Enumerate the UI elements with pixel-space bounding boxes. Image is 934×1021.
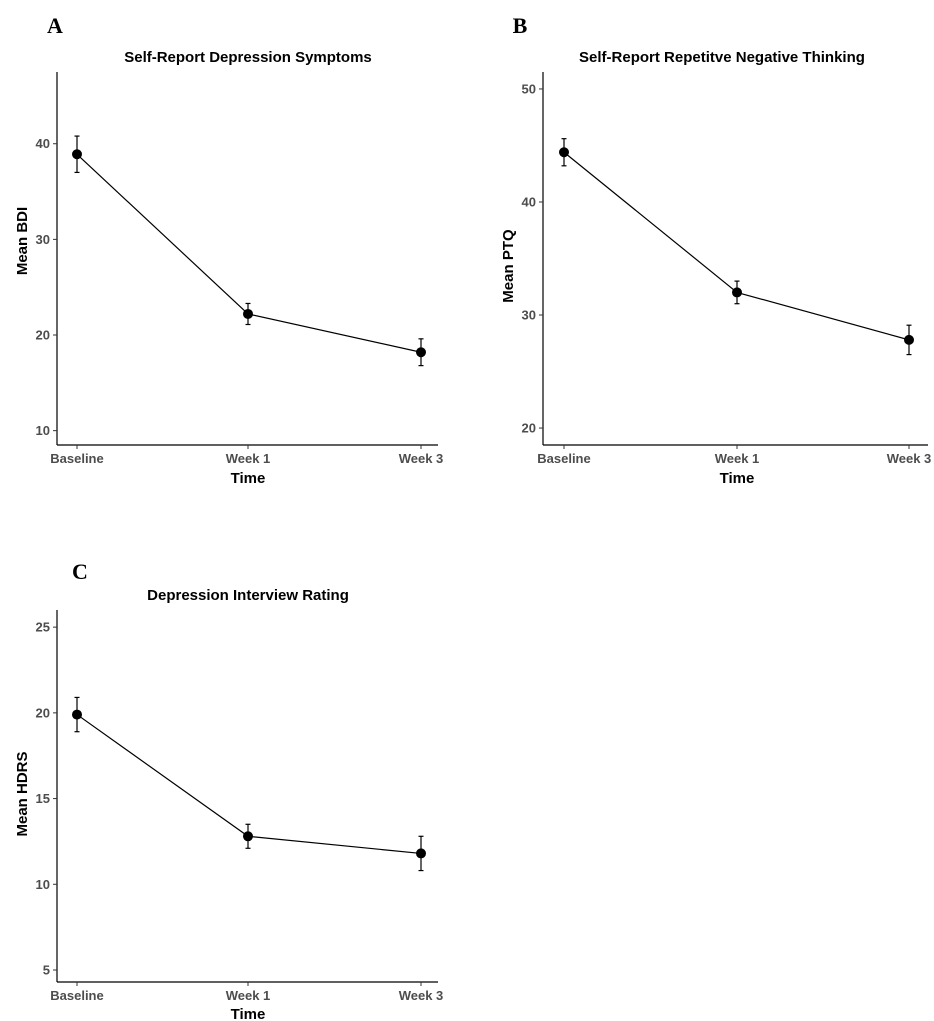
- data-point: [72, 149, 82, 160]
- y-axis-title: Mean BDI: [14, 207, 31, 275]
- data-point: [732, 287, 742, 298]
- x-tick-label: Week 1: [226, 988, 271, 1003]
- chart-title: Self-Report Repetitve Negative Thinking: [579, 49, 865, 66]
- chart-panel-b: B Self-Report Repetitve Negative Thinking…: [500, 13, 931, 487]
- chart-title: Self-Report Depression Symptoms: [124, 49, 372, 66]
- y-tick-label: 25: [36, 620, 50, 635]
- y-tick-label: 40: [36, 136, 50, 151]
- y-tick-label: 40: [522, 194, 536, 209]
- data-point: [904, 334, 914, 345]
- x-tick-label: Week 3: [887, 451, 932, 466]
- x-tick-label: Week 1: [226, 451, 271, 466]
- x-tick-label: Week 1: [715, 451, 760, 466]
- data-point: [243, 831, 253, 842]
- y-tick-label: 5: [43, 963, 50, 978]
- x-tick-label: Week 3: [399, 988, 444, 1003]
- y-tick-label: 20: [36, 328, 50, 343]
- x-tick-label: Baseline: [50, 451, 103, 466]
- y-tick-label: 20: [36, 705, 50, 720]
- panel-letter: B: [513, 13, 528, 38]
- data-point: [416, 347, 426, 358]
- x-tick-label: Baseline: [537, 451, 590, 466]
- panel-letter: A: [47, 13, 63, 38]
- y-tick-label: 10: [36, 877, 50, 892]
- series-line: [76, 153, 422, 353]
- y-tick-label: 10: [36, 423, 50, 438]
- data-point: [72, 709, 82, 720]
- y-tick-label: 20: [522, 421, 536, 436]
- chart-title: Depression Interview Rating: [147, 587, 349, 604]
- y-tick-label: 50: [522, 81, 536, 96]
- x-axis-title: Time: [231, 1006, 266, 1021]
- x-tick-label: Week 3: [399, 451, 444, 466]
- y-tick-label: 15: [36, 791, 50, 806]
- y-axis-title: Mean PTQ: [500, 229, 517, 303]
- data-point: [559, 147, 569, 158]
- data-point: [243, 308, 253, 319]
- panel-letter: C: [72, 559, 88, 584]
- chart-panel-a: A Self-Report Depression Symptoms 10 20 30 40…: [14, 13, 443, 487]
- x-tick-label: Baseline: [50, 988, 103, 1003]
- y-axis-title: Mean HDRS: [14, 751, 31, 836]
- chart-panel-c: C Depression Interview Rating 5 10 15 20 25 Bas…: [14, 559, 443, 1021]
- data-point: [416, 848, 426, 859]
- y-tick-label: 30: [522, 308, 536, 323]
- y-tick-label: 30: [36, 232, 50, 247]
- x-axis-title: Time: [231, 470, 266, 487]
- series-line: [563, 151, 910, 341]
- x-axis-title: Time: [720, 470, 755, 487]
